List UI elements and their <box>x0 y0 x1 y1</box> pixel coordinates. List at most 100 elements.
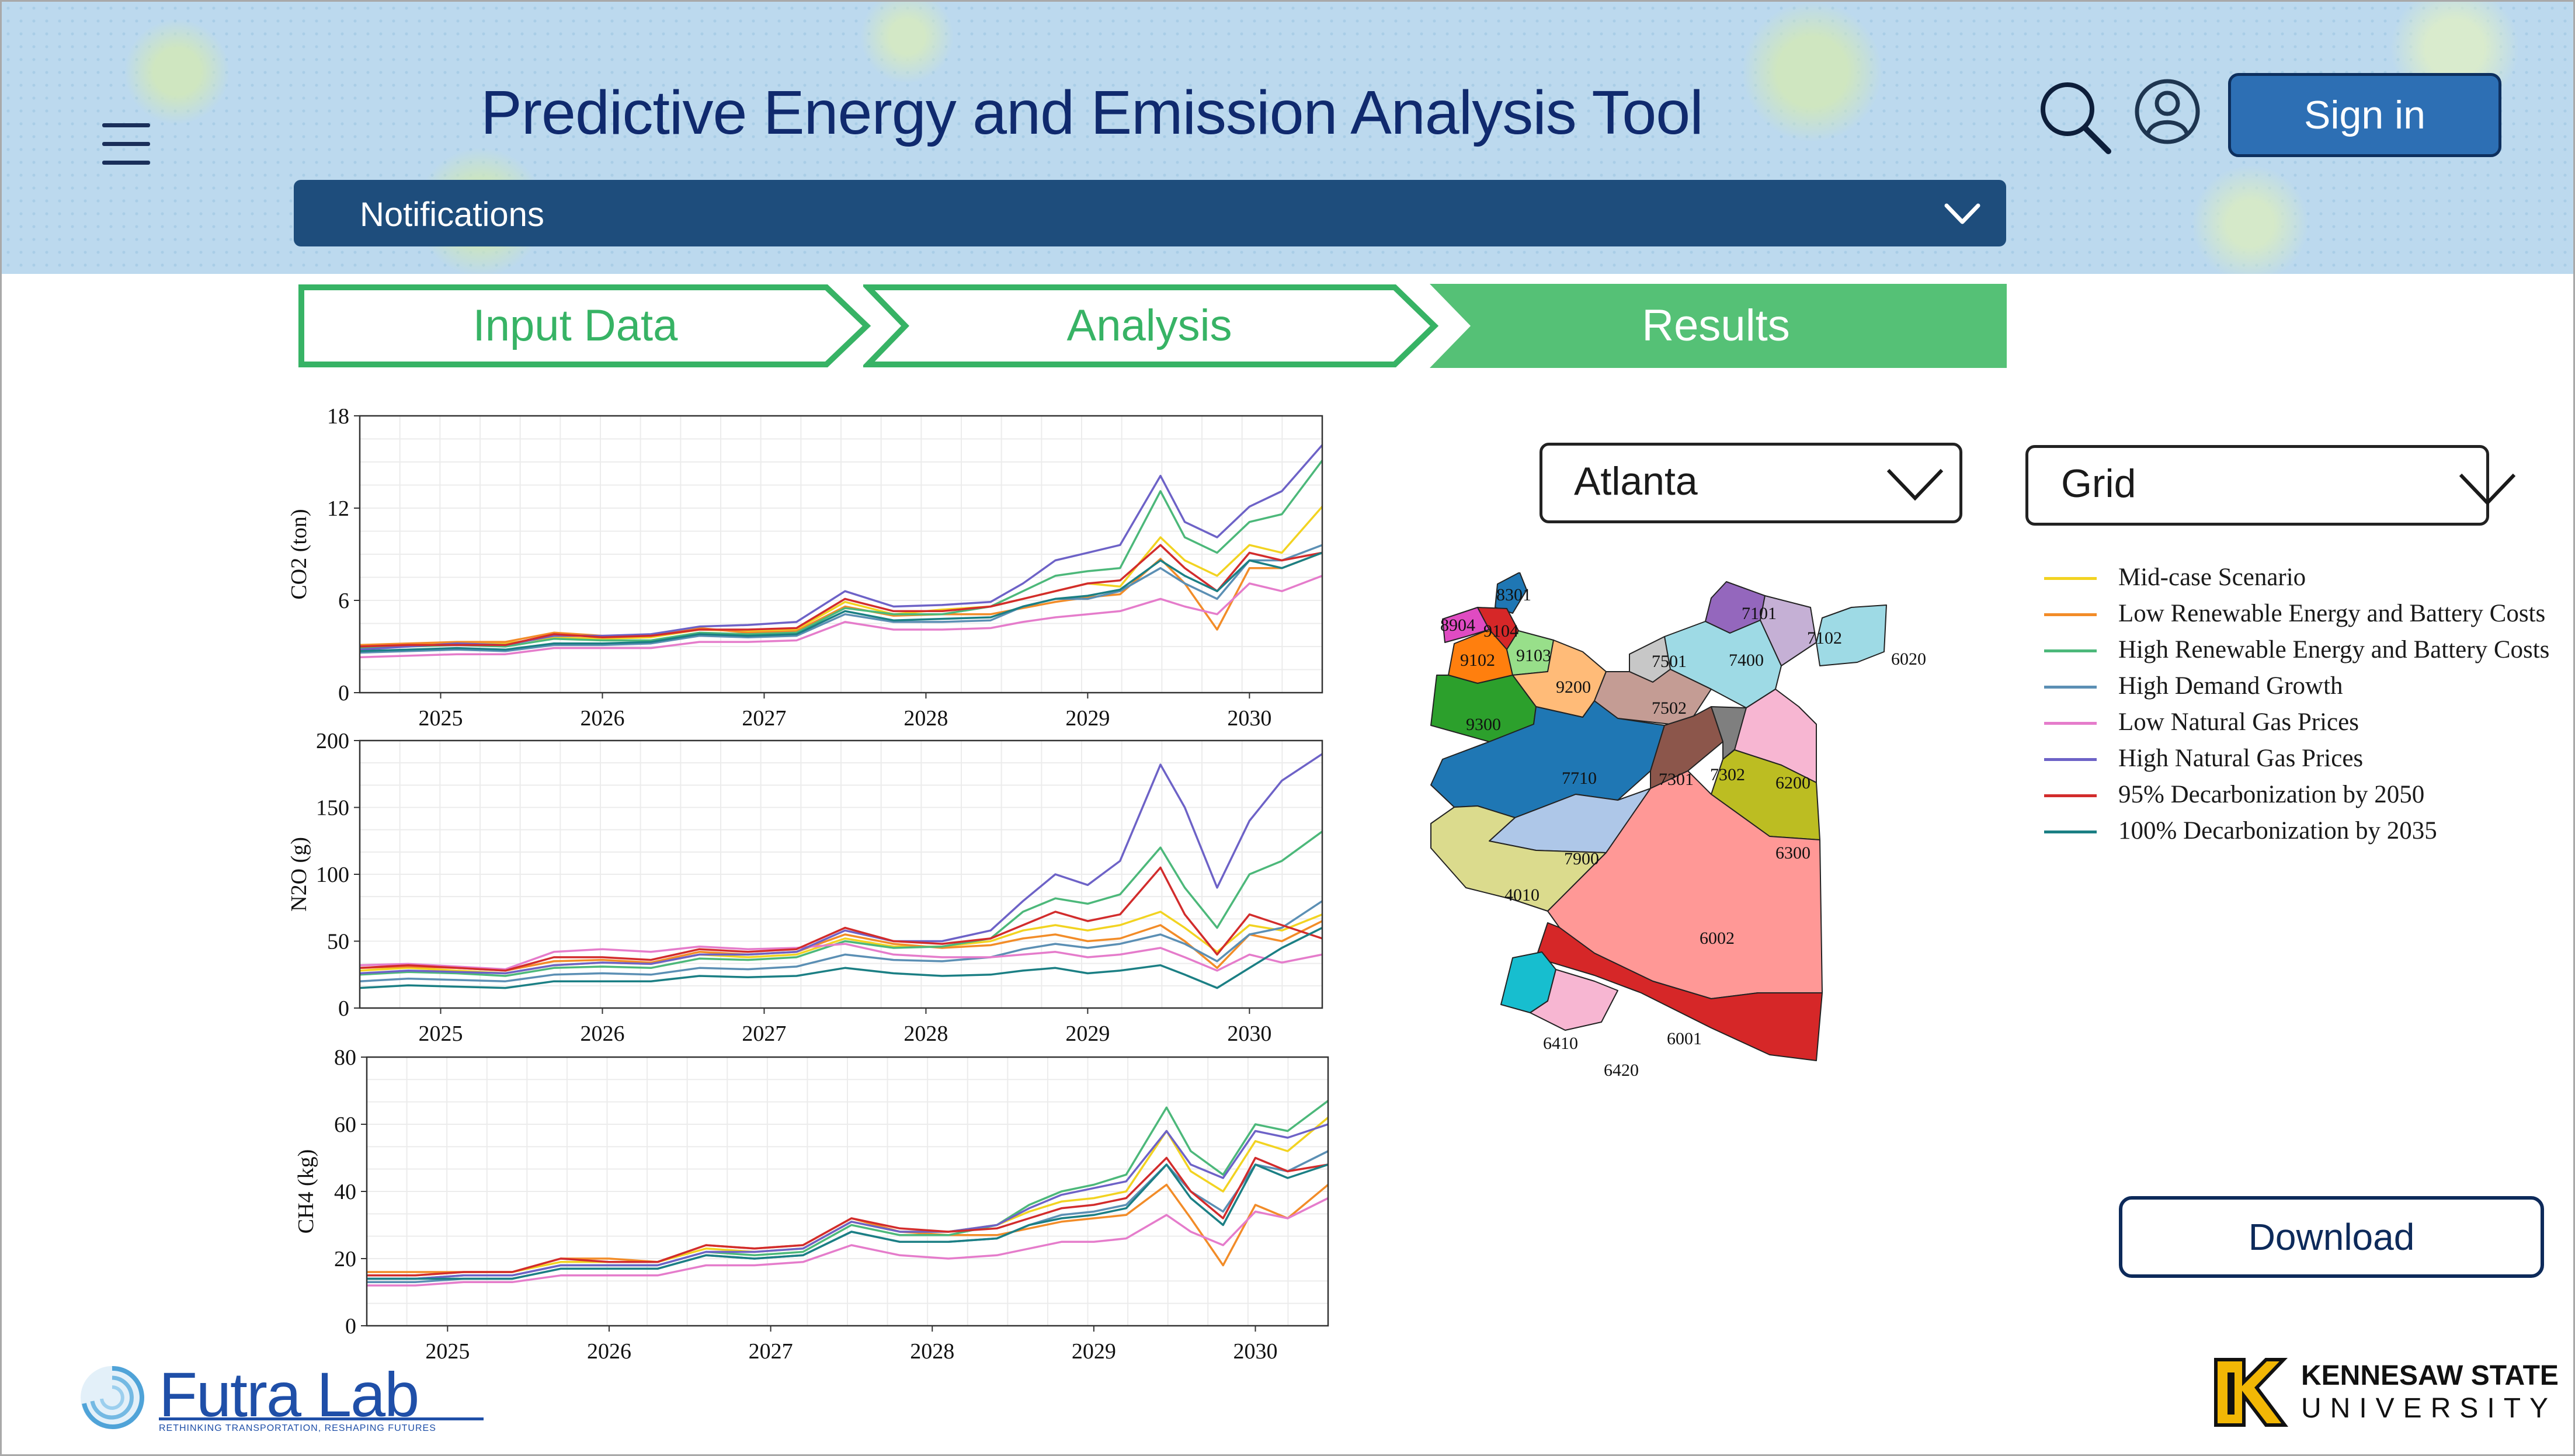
chart-panel: 0 6 12 18 2025 2026 2027 2028 2029 2030 CO2 (ton) <box>287 409 1323 731</box>
plot-border <box>359 739 1323 1009</box>
series-line <box>359 575 1323 659</box>
map-zone-7301[interactable] <box>1650 706 1723 789</box>
series-line <box>367 1156 1329 1277</box>
x-tick-label: 2027 <box>749 1339 793 1364</box>
x-tick-label: 2029 <box>1065 706 1110 731</box>
step-label: Analysis <box>1066 301 1232 350</box>
legend-swatch <box>2044 758 2097 761</box>
legend-label: 100% Decarbonization by 2035 <box>2118 817 2437 845</box>
series-line <box>367 1123 1329 1280</box>
legend-swatch <box>2044 577 2097 580</box>
map-zone-8301[interactable] <box>1495 572 1527 614</box>
map-zone-label: 4010 <box>1504 885 1540 905</box>
y-tick-label: 60 <box>334 1113 356 1137</box>
legend-label: High Renewable Energy and Battery Costs <box>2118 636 2550 663</box>
ksu-name-line2: UNIVERSITY <box>2301 1393 2557 1424</box>
futra-lab-tagline: RETHINKING TRANSPORTATION, RESHAPING FUT… <box>159 1423 436 1433</box>
map-zone-label: 7400 <box>1729 651 1764 670</box>
legend-item[interactable]: Low Natural Gas Prices <box>2044 706 2570 742</box>
y-tick-label: 150 <box>316 796 349 821</box>
ksu-name-line1: KENNESAW STATE <box>2301 1360 2559 1391</box>
plot-border <box>359 415 1323 694</box>
map-zone-label: 9102 <box>1460 651 1495 670</box>
chevron-down-icon <box>2459 473 2516 506</box>
series-line <box>359 927 1323 989</box>
legend-item[interactable]: 100% Decarbonization by 2035 <box>2044 814 2570 850</box>
legend-swatch <box>2044 649 2097 652</box>
chart-panel: 0 50 100 150 200 2025 2026 2027 2028 2029 2030 N2O … <box>287 729 1323 1046</box>
plot-border <box>366 1056 1329 1327</box>
series-line <box>359 544 1323 648</box>
series-line <box>367 1163 1329 1280</box>
x-tick-label: 2026 <box>580 706 624 731</box>
y-axis-label: CO2 (ton) <box>287 509 311 599</box>
sign-in-button[interactable]: Sign in <box>2228 73 2501 157</box>
map-zone-label: 6020 <box>1891 649 1926 669</box>
map-zone-6001[interactable] <box>1535 922 1823 1061</box>
download-button[interactable]: Download <box>2119 1196 2544 1278</box>
x-tick-label: 2028 <box>903 706 948 731</box>
map-zone-6020[interactable] <box>1816 604 1887 666</box>
legend-swatch <box>2044 794 2097 797</box>
user-icon[interactable] <box>2133 78 2201 145</box>
map-zone-4010[interactable] <box>1430 805 1607 912</box>
map-zone-label: 9300 <box>1466 715 1501 734</box>
legend-item[interactable]: High Natural Gas Prices <box>2044 742 2570 778</box>
series-line <box>367 1197 1329 1287</box>
logo-underline <box>159 1417 484 1420</box>
legend-label: High Natural Gas Prices <box>2118 745 2364 772</box>
series-line <box>359 830 1323 977</box>
map-zone-label: 7502 <box>1652 699 1687 718</box>
legend-item[interactable]: Low Renewable Energy and Battery Costs <box>2044 597 2570 633</box>
map-zone-8904[interactable] <box>1442 607 1490 643</box>
map-zone-label: 6300 <box>1775 843 1811 863</box>
map-zone-label: 7501 <box>1652 652 1687 671</box>
step-label: Results <box>1642 301 1790 350</box>
legend-item[interactable]: Mid-case Scenario <box>2044 561 2570 597</box>
step-analysis[interactable]: Analysis <box>863 284 1441 368</box>
chevron-down-icon <box>1944 203 1980 224</box>
map-zone-label: 7900 <box>1564 849 1599 868</box>
legend-item[interactable]: 95% Decarbonization by 2050 <box>2044 778 2570 814</box>
map-zone-label: 7302 <box>1710 765 1745 784</box>
legend-swatch <box>2044 830 2097 833</box>
x-tick-label: 2026 <box>587 1339 631 1364</box>
series-line <box>359 544 1323 654</box>
y-tick-label: 12 <box>327 496 349 521</box>
x-tick-label: 2030 <box>1233 1339 1278 1364</box>
y-tick-label: 0 <box>345 1314 356 1339</box>
x-tick-label: 2026 <box>580 1021 624 1046</box>
legend-label: Mid-case Scenario <box>2118 564 2306 591</box>
legend-label: 95% Decarbonization by 2050 <box>2118 781 2425 808</box>
y-tick-label: 20 <box>334 1247 356 1271</box>
step-input-data[interactable]: Input Data <box>298 284 873 368</box>
map-zone-label: 8301 <box>1496 585 1531 604</box>
map-zone-6420[interactable] <box>1530 969 1618 1031</box>
search-icon[interactable] <box>2037 79 2113 155</box>
y-tick-label: 18 <box>327 409 349 429</box>
source-dropdown[interactable]: Grid <box>2025 445 2516 526</box>
legend-item[interactable]: High Demand Growth <box>2044 669 2570 706</box>
legend-item[interactable]: High Renewable Energy and Battery Costs <box>2044 633 2570 669</box>
step-results[interactable]: Results <box>1430 284 2007 368</box>
map-zone-label: 8904 <box>1440 616 1475 635</box>
x-tick-label: 2030 <box>1227 1021 1271 1046</box>
source-dropdown-value: Grid <box>2061 461 2136 506</box>
y-tick-label: 40 <box>334 1180 356 1204</box>
x-tick-label: 2025 <box>418 1021 463 1046</box>
map-zone-7102[interactable] <box>1760 595 1817 666</box>
series-line <box>359 753 1323 975</box>
menu-icon[interactable] <box>102 123 150 165</box>
chart-panel: 0 20 40 60 80 2025 2026 2027 2028 2029 2030 CH4 (kg… <box>294 1045 1329 1364</box>
chart-legend: Mid-case Scenario Low Renewable Energy a… <box>2044 561 2570 850</box>
y-tick-label: 0 <box>338 681 349 706</box>
map-zone-label: 9104 <box>1483 621 1518 641</box>
map-zone-label: 6002 <box>1700 929 1735 948</box>
map-zone-label: 9200 <box>1556 677 1591 697</box>
x-tick-label: 2025 <box>425 1339 470 1364</box>
city-dropdown[interactable]: Atlanta <box>1540 443 1962 523</box>
x-tick-label: 2028 <box>903 1021 948 1046</box>
notifications-bar[interactable]: Notifications <box>294 180 2006 246</box>
legend-swatch <box>2044 613 2097 616</box>
